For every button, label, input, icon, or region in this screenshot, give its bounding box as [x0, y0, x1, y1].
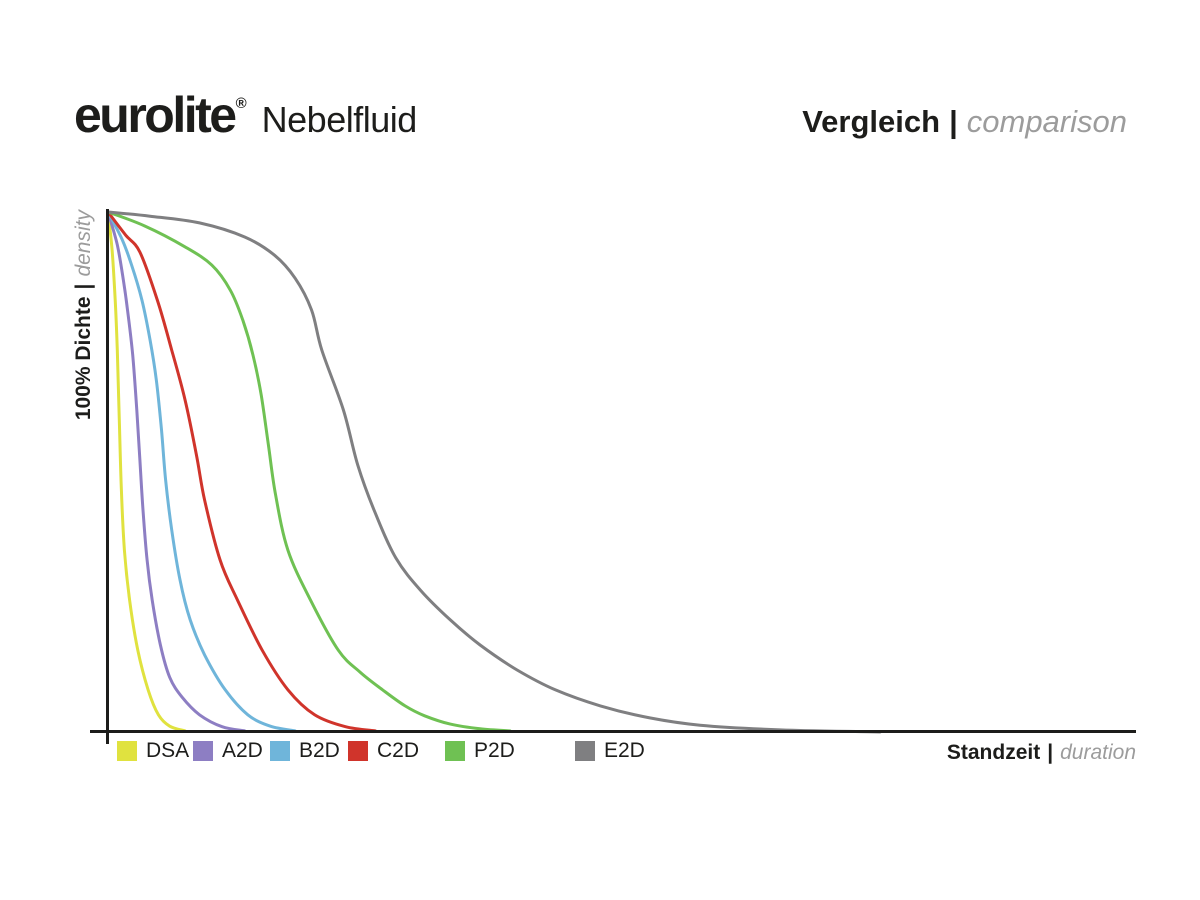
registered-trademark-symbol: ® — [235, 95, 247, 112]
title-german: Vergleich — [802, 104, 941, 139]
y-axis-label-separator: | — [72, 283, 95, 290]
x-axis-label-german: Standzeit — [946, 741, 1041, 764]
legend-item-P2D: P2D — [445, 740, 515, 762]
legend-item-DSA: DSA — [117, 740, 189, 762]
legend-item-E2D: E2D — [575, 740, 645, 762]
legend-swatch-A2D — [193, 741, 213, 761]
eurolite-logo: eurolite ® Nebelfluid — [74, 88, 417, 143]
legend-swatch-B2D — [270, 741, 290, 761]
legend-label-P2D: P2D — [474, 739, 515, 762]
legend-swatch-E2D — [575, 741, 595, 761]
legend-label-C2D: C2D — [377, 739, 420, 762]
legend-label-B2D: B2D — [299, 739, 340, 762]
legend-item-B2D: B2D — [270, 740, 340, 762]
legend-swatch-DSA — [117, 741, 137, 761]
legend-label-E2D: E2D — [604, 739, 645, 762]
y-axis-label-english: density — [72, 210, 95, 277]
x-axis-label-separator: | — [1047, 741, 1054, 764]
product-name: Nebelfluid — [261, 99, 418, 140]
legend-swatch-P2D — [445, 741, 465, 761]
legend-label-A2D: A2D — [222, 739, 263, 762]
curve-B2D — [106, 210, 297, 733]
legend-swatch-C2D — [348, 741, 368, 761]
curve-A2D — [106, 210, 247, 733]
curve-C2D — [106, 210, 377, 733]
legend-label-DSA: DSA — [146, 739, 190, 762]
title-separator: | — [949, 104, 958, 139]
page-title: Vergleich | comparison — [802, 104, 1127, 140]
curve-DSA — [106, 210, 187, 733]
legend: DSA A2D B2D C2D P2D E2D — [0, 740, 960, 766]
x-axis-label-english: duration — [1060, 741, 1136, 764]
curve-P2D — [106, 210, 512, 733]
x-axis-label: Standzeit | duration — [947, 741, 1136, 765]
curve-E2D — [106, 210, 882, 734]
y-axis-label: 100% Dichte | density — [72, 210, 98, 734]
title-english: comparison — [966, 104, 1127, 139]
legend-item-C2D: C2D — [348, 740, 419, 762]
brand-wordmark: eurolite — [74, 87, 237, 143]
legend-item-A2D: A2D — [193, 740, 263, 762]
y-axis-label-german: 100% Dichte — [72, 296, 95, 421]
